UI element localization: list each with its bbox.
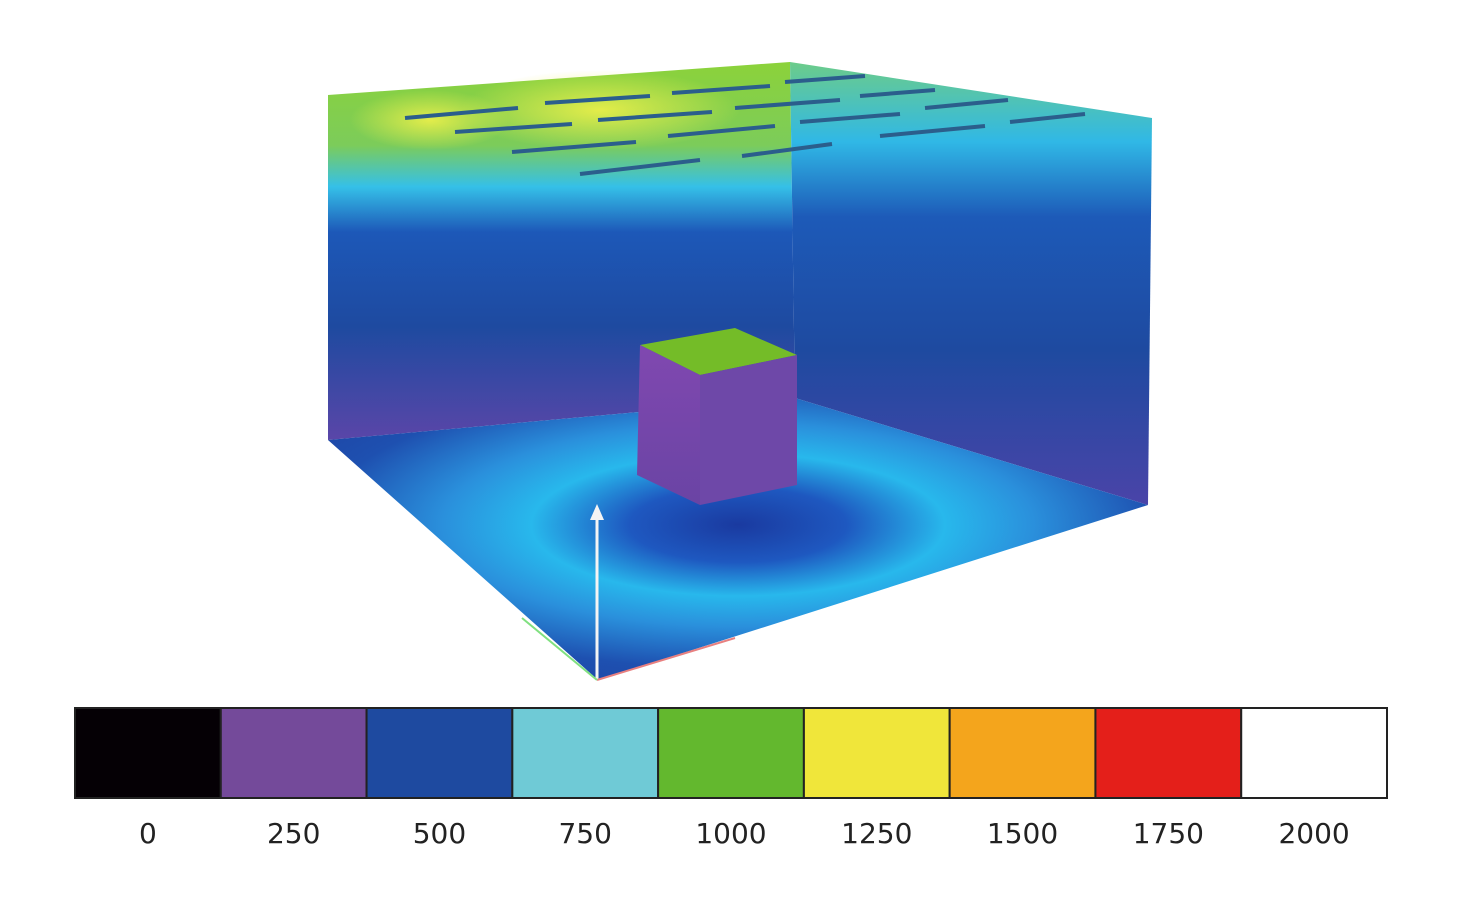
color-swatch bbox=[511, 707, 660, 799]
axis-y bbox=[521, 617, 598, 681]
tick-label: 1250 bbox=[841, 817, 912, 850]
color-swatch bbox=[657, 707, 805, 799]
tick-label: 1000 bbox=[695, 817, 766, 850]
glow bbox=[460, 70, 740, 150]
axis-x bbox=[596, 637, 736, 681]
color-swatch bbox=[365, 707, 514, 799]
cube-top bbox=[640, 328, 797, 375]
color-swatch bbox=[74, 707, 222, 799]
tick-label: 1500 bbox=[987, 817, 1058, 850]
cube-left bbox=[637, 345, 700, 505]
tick-label: 0 bbox=[139, 817, 157, 850]
tick-label: 500 bbox=[413, 817, 466, 850]
scene bbox=[328, 62, 1152, 681]
tick-label: 250 bbox=[267, 817, 320, 850]
tick-label: 1750 bbox=[1133, 817, 1204, 850]
floor bbox=[328, 398, 1148, 680]
right-wall bbox=[790, 62, 1152, 505]
cube-right bbox=[700, 355, 797, 505]
color-swatch bbox=[802, 707, 951, 799]
luminaires bbox=[404, 74, 1086, 176]
color-swatch bbox=[948, 707, 1097, 799]
colorbar: 0 250 500 750 1000 1250 1500 1750 2000 bbox=[74, 707, 1388, 850]
color-swatch bbox=[219, 707, 368, 799]
color-swatch bbox=[1094, 707, 1243, 799]
color-swatch bbox=[1240, 707, 1388, 799]
glow bbox=[350, 90, 510, 150]
tick-label: 750 bbox=[558, 817, 611, 850]
axis-arrow bbox=[590, 504, 604, 520]
tick-label: 2000 bbox=[1278, 817, 1349, 850]
